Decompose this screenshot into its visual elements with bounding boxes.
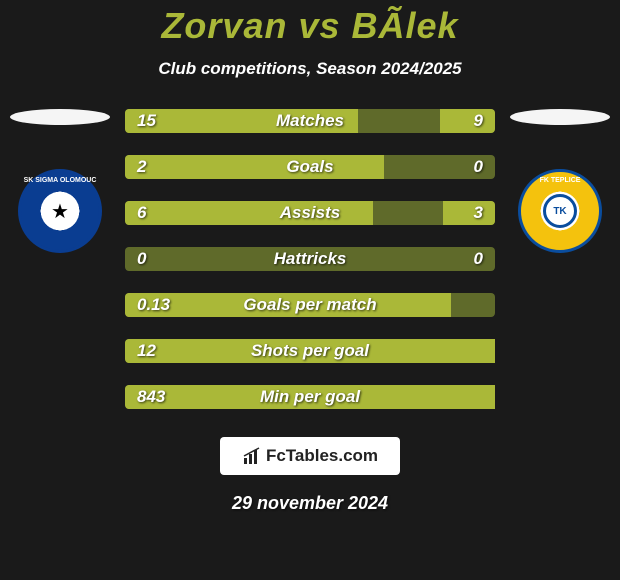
stat-label: Matches xyxy=(125,109,495,133)
page-subtitle: Club competitions, Season 2024/2025 xyxy=(0,59,620,79)
brand-text: FcTables.com xyxy=(266,446,378,466)
stat-row: 20Goals xyxy=(125,155,495,179)
stat-label: Min per goal xyxy=(125,385,495,409)
snapshot-date: 29 november 2024 xyxy=(0,493,620,514)
chart-icon xyxy=(242,446,262,466)
brand-badge: FcTables.com xyxy=(220,437,400,475)
stat-label: Shots per goal xyxy=(125,339,495,363)
player-placeholder-right xyxy=(510,109,610,125)
stat-row: 159Matches xyxy=(125,109,495,133)
stat-row: 63Assists xyxy=(125,201,495,225)
stat-label: Goals per match xyxy=(125,293,495,317)
stat-bars-container: 159Matches 20Goals 63Assists 00Hattricks 0.1… xyxy=(125,109,495,409)
player-placeholder-left xyxy=(10,109,110,125)
stat-label: Hattricks xyxy=(125,247,495,271)
page-title: Zorvan vs BÃ­lek xyxy=(0,0,620,47)
club-crest-sigma: SK SIGMA OLOMOUC xyxy=(18,169,102,253)
crest-label-right: FK TEPLICE xyxy=(540,177,581,184)
stat-row: 843Min per goal xyxy=(125,385,495,409)
crest-label-left: SK SIGMA OLOMOUC xyxy=(24,177,97,184)
stat-label: Assists xyxy=(125,201,495,225)
comparison-content: SK SIGMA OLOMOUC FK TEPLICE 159Matches 20… xyxy=(0,109,620,514)
stat-row: 12Shots per goal xyxy=(125,339,495,363)
stat-row: 0.13Goals per match xyxy=(125,293,495,317)
club-crest-teplice: FK TEPLICE xyxy=(518,169,602,253)
stat-label: Goals xyxy=(125,155,495,179)
left-player-column: SK SIGMA OLOMOUC xyxy=(10,109,110,253)
right-player-column: FK TEPLICE xyxy=(510,109,610,253)
stat-row: 00Hattricks xyxy=(125,247,495,271)
